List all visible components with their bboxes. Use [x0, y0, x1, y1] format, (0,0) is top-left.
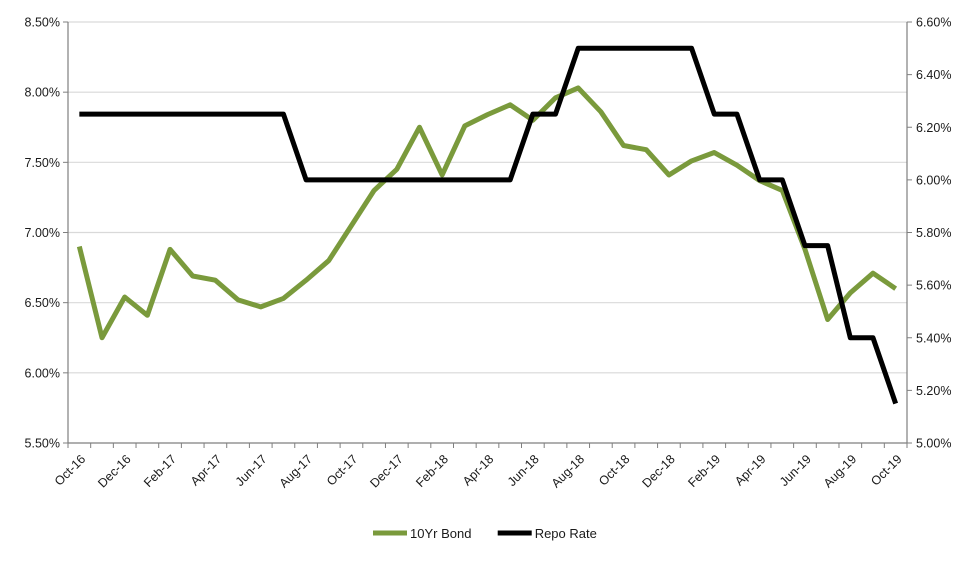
- data-point: [213, 112, 218, 117]
- data-point: [508, 177, 513, 182]
- legend-item: Repo Rate: [497, 526, 597, 541]
- data-point: [326, 177, 331, 182]
- data-point: [440, 177, 445, 182]
- data-point: [190, 274, 195, 279]
- axes: [63, 21, 912, 448]
- data-point: [304, 177, 309, 182]
- data-point: [417, 177, 422, 182]
- data-point: [735, 112, 740, 117]
- data-point: [576, 46, 581, 51]
- data-point: [667, 46, 672, 51]
- data-point: [644, 147, 649, 152]
- data-point: [100, 112, 105, 117]
- data-point: [372, 188, 377, 193]
- data-point: [122, 112, 127, 117]
- right-tick-label: 5.20%: [916, 384, 951, 398]
- data-point: [236, 297, 241, 302]
- data-point: [848, 290, 853, 295]
- series-line-repo-rate: [79, 45, 899, 405]
- right-axis-ticks: 5.00% 5.20% 5.40% 5.60% 5.80% 6.00% 6.20% 6.40%…: [916, 16, 951, 451]
- data-point: [168, 247, 173, 252]
- data-point: [122, 295, 127, 300]
- data-point: [508, 102, 513, 107]
- right-tick-label: 5.40%: [916, 331, 951, 345]
- data-point: [598, 46, 603, 51]
- data-point: [780, 177, 785, 182]
- data-point: [168, 112, 173, 117]
- left-tick-label: 8.00%: [25, 86, 60, 100]
- data-point: [349, 177, 354, 182]
- left-tick-label: 6.00%: [25, 366, 60, 380]
- data-point: [440, 173, 445, 178]
- left-tick-label: 7.00%: [25, 226, 60, 240]
- series-layer: [76, 45, 899, 406]
- gridlines: [68, 21, 907, 374]
- data-point: [190, 112, 195, 117]
- data-point: [871, 335, 876, 340]
- data-point: [621, 143, 626, 148]
- data-point: [803, 243, 808, 248]
- data-point: [757, 177, 762, 182]
- data-point: [689, 159, 694, 164]
- data-point: [848, 335, 853, 340]
- data-point: [281, 112, 286, 117]
- data-point: [77, 244, 82, 249]
- data-point: [326, 258, 331, 263]
- right-tick-label: 5.00%: [916, 437, 951, 451]
- data-point: [281, 296, 286, 301]
- data-point: [667, 173, 672, 178]
- data-point: [462, 123, 467, 128]
- data-point: [258, 112, 263, 117]
- data-point: [213, 278, 218, 283]
- data-point: [712, 150, 717, 155]
- data-point: [372, 177, 377, 182]
- data-point: [485, 177, 490, 182]
- data-point: [485, 112, 490, 117]
- data-point: [145, 112, 150, 117]
- data-point: [394, 167, 399, 172]
- data-point: [712, 112, 717, 117]
- legend-item: 10Yr Bond: [373, 526, 471, 541]
- data-point: [825, 243, 830, 248]
- legend-label: Repo Rate: [535, 526, 597, 541]
- data-point: [576, 86, 581, 91]
- right-tick-label: 5.80%: [916, 226, 951, 240]
- left-tick-label: 8.50%: [25, 16, 60, 30]
- data-point: [394, 177, 399, 182]
- data-point: [893, 401, 898, 406]
- data-point: [100, 335, 105, 340]
- data-point: [236, 112, 241, 117]
- data-point: [621, 46, 626, 51]
- left-tick-label: 6.50%: [25, 296, 60, 310]
- right-tick-label: 6.00%: [916, 173, 951, 187]
- data-point: [553, 95, 558, 100]
- legend: 10Yr Bond Repo Rate: [373, 526, 597, 541]
- data-point: [553, 112, 558, 117]
- data-point: [349, 223, 354, 228]
- data-point: [893, 286, 898, 291]
- data-point: [644, 46, 649, 51]
- data-point: [145, 313, 150, 318]
- left-tick-label: 7.50%: [25, 156, 60, 170]
- legend-label: 10Yr Bond: [410, 526, 471, 541]
- data-point: [258, 304, 263, 309]
- data-point: [825, 317, 830, 322]
- data-point: [735, 163, 740, 168]
- data-point: [598, 109, 603, 114]
- data-point: [530, 112, 535, 117]
- data-point: [304, 278, 309, 283]
- data-point: [689, 46, 694, 51]
- data-point: [462, 177, 467, 182]
- right-tick-label: 6.20%: [916, 121, 951, 135]
- left-tick-label: 5.50%: [25, 437, 60, 451]
- data-point: [77, 112, 82, 117]
- left-axis-ticks: 5.50% 6.00% 6.50% 7.00% 7.50% 8.00% 8.50%: [25, 16, 60, 451]
- data-point: [417, 125, 422, 130]
- data-point: [871, 271, 876, 276]
- right-tick-label: 6.40%: [916, 68, 951, 82]
- right-tick-label: 6.60%: [916, 16, 951, 30]
- right-tick-label: 5.60%: [916, 279, 951, 293]
